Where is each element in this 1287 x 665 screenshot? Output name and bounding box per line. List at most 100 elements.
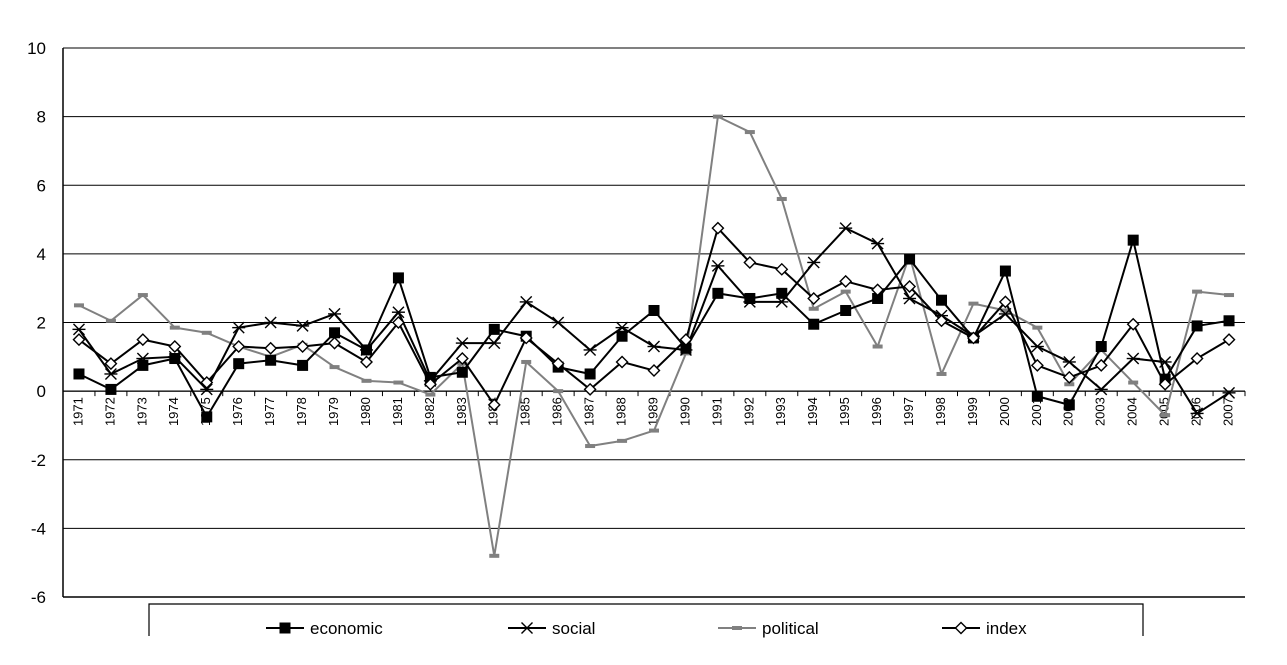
data-point — [519, 331, 533, 345]
data-point — [73, 303, 84, 308]
x-tick-label: 1977 — [262, 397, 277, 426]
x-tick-label: 1987 — [582, 397, 597, 426]
data-point — [104, 367, 118, 380]
data-point — [1000, 308, 1011, 313]
x-tick-label: 2001 — [1029, 397, 1044, 426]
data-point — [551, 316, 565, 329]
series-line-index — [78, 227, 1230, 406]
data-point — [732, 626, 742, 630]
data-point — [871, 237, 885, 250]
data-point — [998, 295, 1012, 309]
data-point — [903, 292, 917, 305]
y-tick-label: 6 — [37, 176, 46, 195]
data-point — [744, 130, 755, 135]
series-line-political — [78, 115, 1230, 557]
data-point — [808, 318, 820, 330]
x-tick-label: 1973 — [134, 397, 149, 426]
data-point — [807, 256, 821, 269]
x-tick-label: 2004 — [1125, 397, 1140, 426]
data-point — [1191, 320, 1203, 332]
data-point — [424, 371, 436, 383]
data-point — [521, 359, 532, 364]
data-point — [297, 359, 309, 371]
data-point — [328, 307, 342, 320]
data-point — [904, 253, 916, 265]
data-point — [647, 364, 661, 378]
data-point — [361, 378, 372, 383]
data-point — [169, 353, 181, 365]
data-point — [1127, 234, 1139, 246]
data-point — [105, 318, 116, 323]
data-point — [136, 333, 150, 347]
legend-item-social: social — [508, 619, 595, 638]
data-point — [649, 428, 659, 433]
data-point — [359, 343, 373, 356]
data-point — [840, 289, 851, 294]
data-point — [1224, 293, 1235, 298]
x-tick-label: 1991 — [709, 397, 724, 426]
data-point — [296, 340, 310, 354]
data-point — [839, 274, 853, 288]
x-tick-label: 1986 — [550, 397, 565, 426]
x-tick-label: 2000 — [997, 397, 1012, 426]
data-point — [1190, 407, 1204, 420]
x-tick-label: 1998 — [933, 397, 948, 426]
x-tick-label: 1992 — [741, 397, 756, 426]
data-point — [168, 350, 182, 363]
data-point — [1094, 383, 1108, 396]
data-point — [393, 380, 404, 385]
y-axis-tick-labels: -6 -4 -2 0 2 4 6 8 10 — [27, 39, 46, 607]
data-point — [712, 114, 723, 119]
y-tick-label: 10 — [27, 39, 46, 58]
data-point — [329, 365, 340, 370]
data-point — [423, 377, 437, 391]
data-point — [1030, 358, 1044, 372]
data-point — [279, 622, 291, 634]
x-tick-label: 1982 — [422, 397, 437, 426]
data-point — [776, 196, 787, 201]
x-tick-label: 1990 — [677, 397, 692, 426]
x-tick-label: 1974 — [166, 397, 181, 426]
data-point — [935, 314, 949, 328]
data-point — [296, 319, 310, 332]
x-tick-label: 1989 — [645, 397, 660, 426]
data-point — [391, 316, 405, 329]
data-point — [168, 340, 182, 354]
x-tick-label: 1976 — [230, 397, 245, 426]
legend-item-economic: economic — [266, 619, 383, 638]
data-point — [455, 337, 469, 350]
data-point — [679, 333, 693, 347]
data-point — [1063, 399, 1075, 411]
data-point — [585, 444, 596, 449]
x-axis-tick-labels: 1971197219731974197519761977197819791980… — [70, 397, 1235, 426]
series-economic — [73, 234, 1235, 423]
data-point — [1095, 341, 1107, 353]
data-point — [1158, 355, 1172, 368]
x-tick-label: 1981 — [390, 397, 405, 426]
data-point — [1128, 380, 1139, 385]
data-point — [903, 279, 917, 293]
y-tick-label: 8 — [37, 108, 46, 127]
data-point — [200, 383, 214, 396]
data-point — [584, 368, 596, 380]
data-point — [808, 306, 819, 311]
data-point — [233, 358, 245, 370]
data-point — [617, 438, 628, 443]
gridlines — [63, 47, 1245, 529]
data-point — [1032, 325, 1043, 330]
data-point — [1030, 340, 1044, 353]
x-tick-label: 2003 — [1093, 397, 1108, 426]
data-point — [137, 293, 148, 298]
data-point — [265, 354, 277, 366]
data-point — [1126, 352, 1140, 365]
x-tick-label: 1980 — [358, 397, 373, 426]
data-point — [840, 304, 852, 316]
data-point — [839, 222, 853, 235]
data-point — [456, 366, 468, 378]
series-line-economic — [78, 239, 1230, 418]
y-tick-label: 4 — [37, 245, 46, 264]
x-tick-label: 1996 — [869, 397, 884, 426]
data-point — [968, 301, 979, 306]
data-point — [72, 323, 86, 336]
series-social — [72, 222, 1236, 420]
